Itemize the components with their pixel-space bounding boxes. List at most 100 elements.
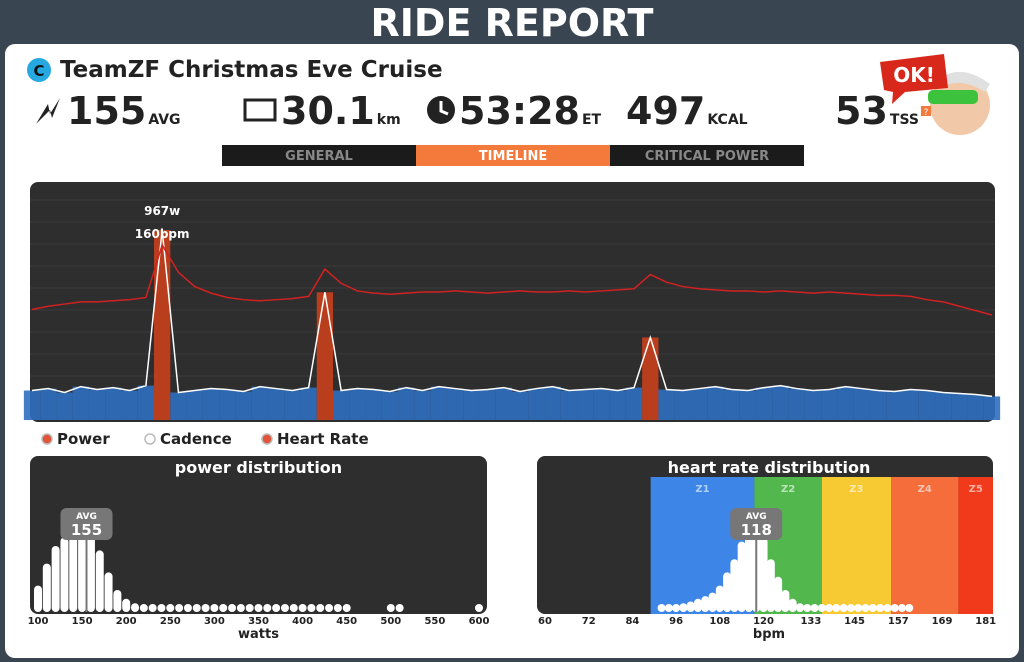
x-tick-label: 157 bbox=[888, 616, 909, 627]
dist-bar bbox=[342, 604, 351, 612]
dist-bar bbox=[272, 604, 281, 612]
power-bar bbox=[72, 386, 89, 420]
power-bar bbox=[821, 389, 838, 420]
power-bar bbox=[544, 386, 561, 420]
x-tick-label: 169 bbox=[932, 616, 953, 627]
power-bar bbox=[186, 390, 203, 420]
hr-zone bbox=[958, 477, 993, 614]
dist-bar bbox=[890, 604, 899, 612]
stat-unit: ET bbox=[582, 112, 602, 128]
dist-bar bbox=[766, 559, 775, 612]
power-bar bbox=[935, 392, 952, 420]
hr-zone bbox=[821, 477, 892, 614]
dist-bar bbox=[307, 604, 316, 612]
stat-value: 53 bbox=[835, 89, 888, 133]
dist-bar bbox=[34, 585, 42, 612]
dist-bar bbox=[60, 537, 69, 612]
peak-hr-label: 160bpm bbox=[135, 227, 190, 241]
power-bar bbox=[707, 386, 724, 420]
ride-name: TeamZF Christmas Eve Cruise bbox=[60, 57, 443, 83]
legend-dot[interactable] bbox=[261, 433, 273, 445]
power-bar bbox=[739, 390, 757, 420]
dist-bar bbox=[280, 604, 289, 612]
dist-bar bbox=[245, 604, 254, 612]
power-bar bbox=[593, 388, 610, 420]
dist-bar bbox=[254, 604, 263, 612]
power-bar bbox=[967, 394, 984, 420]
x-tick-label: 150 bbox=[72, 616, 93, 627]
power-bar bbox=[609, 390, 626, 420]
stat-value: 155 bbox=[67, 89, 146, 133]
power-bar bbox=[23, 390, 41, 420]
x-tick-label: 133 bbox=[800, 616, 821, 627]
x-tick-label: 250 bbox=[160, 616, 181, 627]
dist-bar bbox=[810, 604, 819, 612]
dist-bar bbox=[139, 604, 148, 612]
tab-label: TIMELINE bbox=[479, 149, 547, 164]
dist-bar bbox=[78, 524, 87, 612]
power-bar bbox=[414, 390, 431, 420]
tab[interactable] bbox=[610, 145, 804, 166]
stat-unit: KCAL bbox=[707, 112, 747, 128]
speech-text: OK! bbox=[893, 63, 935, 87]
x-axis-label: bpm bbox=[753, 627, 785, 642]
dist-bar bbox=[788, 598, 797, 612]
dist-bar bbox=[122, 598, 131, 612]
power-bar bbox=[674, 390, 691, 420]
dist-bar bbox=[774, 576, 783, 612]
dist-bar bbox=[333, 604, 342, 612]
legend-label: Heart Rate bbox=[277, 430, 369, 448]
power-bar bbox=[837, 386, 854, 420]
power-bar bbox=[137, 385, 155, 420]
dist-bar bbox=[664, 604, 673, 612]
power-line bbox=[31, 229, 993, 398]
dist-bar bbox=[803, 604, 812, 612]
dist-bar bbox=[201, 604, 210, 612]
tab[interactable] bbox=[222, 145, 416, 166]
power-bar bbox=[121, 390, 138, 420]
x-tick-label: 181 bbox=[975, 616, 996, 627]
dist-bar bbox=[883, 604, 892, 612]
power-bar bbox=[398, 387, 415, 420]
dist-bar bbox=[679, 603, 688, 612]
x-tick-label: 60 bbox=[538, 616, 552, 627]
power-bar bbox=[788, 388, 805, 420]
legend-dot[interactable] bbox=[41, 433, 53, 445]
tab[interactable] bbox=[416, 145, 610, 166]
power-bar bbox=[430, 386, 447, 420]
category-badge bbox=[27, 58, 51, 82]
zone-label: Z3 bbox=[849, 484, 863, 495]
info-icon: ? bbox=[924, 108, 929, 118]
stat-unit: km bbox=[377, 112, 401, 128]
x-tick-label: 84 bbox=[625, 616, 639, 627]
dist-bar bbox=[737, 541, 746, 612]
power-bar bbox=[88, 389, 106, 420]
power-bar bbox=[560, 390, 578, 420]
power-bar bbox=[918, 390, 936, 420]
dist-bar bbox=[228, 604, 237, 612]
stat-unit: AVG bbox=[148, 112, 180, 128]
power-bar bbox=[528, 388, 545, 420]
dist-bar bbox=[876, 604, 885, 612]
legend-dot[interactable] bbox=[144, 433, 156, 445]
dist-bar bbox=[817, 604, 826, 612]
dist-bar bbox=[868, 604, 877, 612]
dist-bar bbox=[905, 604, 914, 612]
dist-bar bbox=[95, 550, 104, 612]
dist-bar bbox=[846, 604, 855, 612]
x-tick-label: 145 bbox=[844, 616, 865, 627]
power-bar bbox=[284, 390, 301, 420]
x-tick-label: 108 bbox=[709, 616, 730, 627]
power-bar bbox=[951, 393, 968, 420]
dist-bar bbox=[744, 524, 753, 612]
power-bar bbox=[658, 389, 675, 420]
dist-bar bbox=[236, 604, 245, 612]
avg-label: AVG bbox=[746, 512, 767, 522]
power-bar bbox=[105, 387, 122, 420]
power-bar bbox=[690, 388, 708, 420]
stat-unit: TSS bbox=[890, 112, 919, 128]
x-tick-label: 200 bbox=[116, 616, 137, 627]
x-tick-label: 96 bbox=[669, 616, 683, 627]
power-bar bbox=[365, 389, 382, 420]
stat-value: 497 bbox=[626, 89, 705, 133]
